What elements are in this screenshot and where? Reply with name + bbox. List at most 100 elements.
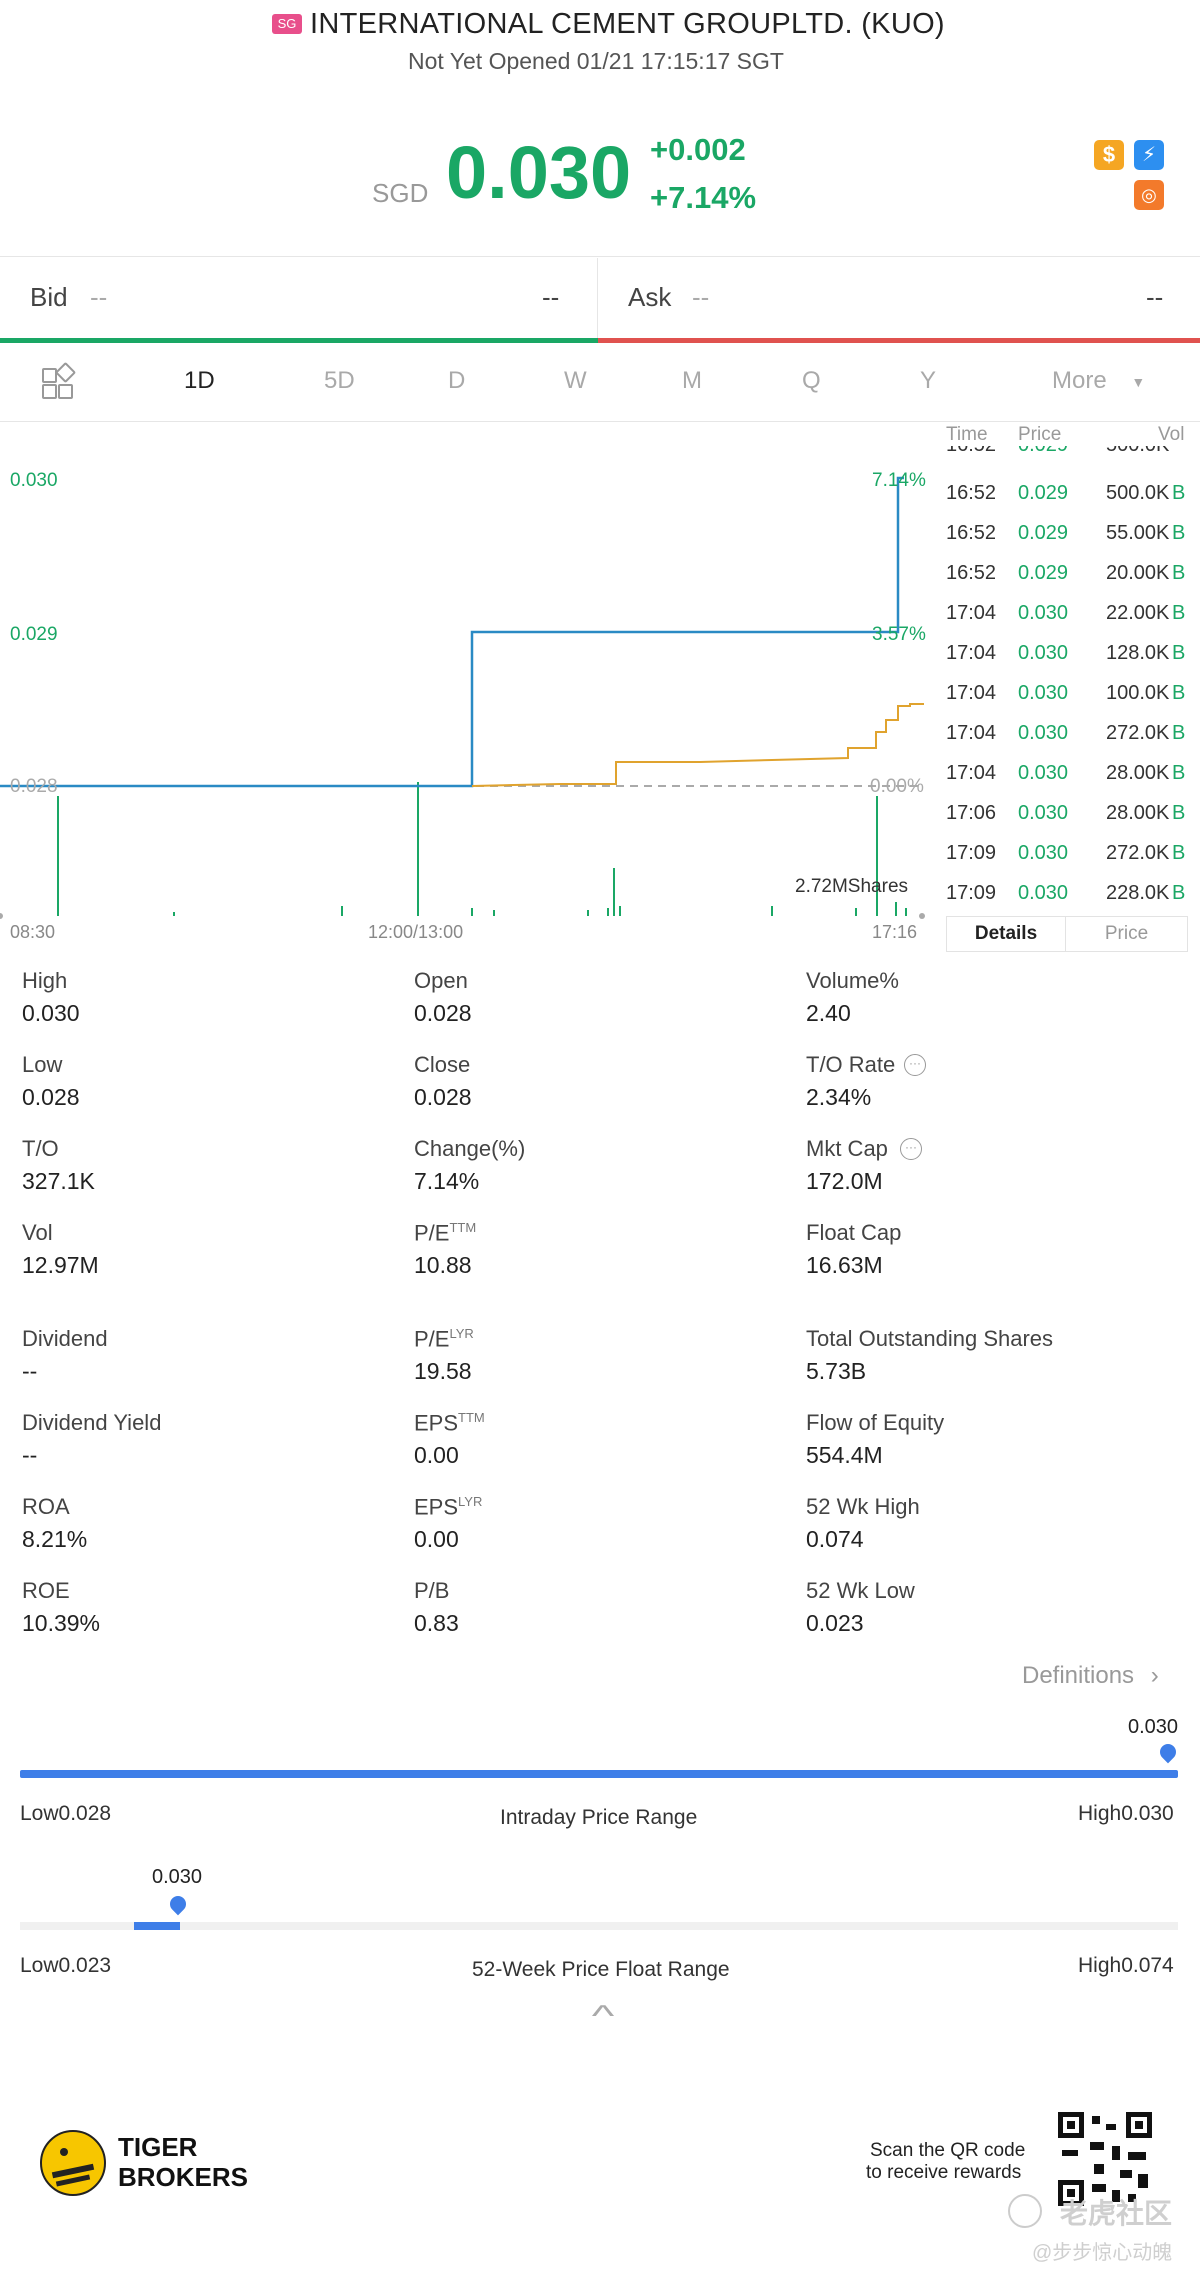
- week52-range-high: High0.074: [1078, 1954, 1174, 1977]
- week52-range-title: 52-Week Price Float Range: [472, 1958, 730, 1981]
- info-icon[interactable]: ···: [904, 1054, 926, 1076]
- stat-pe-ttm-name: P/E: [414, 1220, 450, 1246]
- chart-layout-icon[interactable]: [42, 361, 77, 399]
- tab-m[interactable]: M: [682, 367, 702, 394]
- tab-y[interactable]: Y: [920, 367, 937, 394]
- trade-time: 17:04: [946, 642, 997, 664]
- trade-flag: B: [1172, 642, 1186, 664]
- x-label-close: 17:16: [872, 922, 918, 942]
- trade-vol: 228.0K: [1106, 882, 1170, 904]
- table-row: 17:06 0.030 28.00K B: [946, 802, 1190, 842]
- intraday-range-title: Intraday Price Range: [500, 1806, 698, 1829]
- lightning-icon[interactable]: ⚡: [1134, 140, 1164, 170]
- stat-dividend-yield-label: Dividend Yield: [22, 1410, 162, 1435]
- trade-vol: 28.00K: [1106, 762, 1170, 784]
- chevron-up-icon[interactable]: ^: [591, 2000, 615, 2033]
- table-row: 17:09 0.030 228.0K B: [946, 882, 1190, 922]
- definitions-link[interactable]: Definitions ›: [1022, 1662, 1159, 1690]
- ask-label: Ask: [628, 282, 672, 312]
- stat-pb-label: P/B: [414, 1578, 450, 1603]
- trade-price: 0.030: [1018, 842, 1069, 864]
- trades-header-vol: Vol: [1158, 424, 1185, 445]
- trades-header-time: Time: [946, 424, 988, 445]
- trade-flag: B: [1172, 882, 1186, 904]
- trade-vol: 272.0K: [1106, 842, 1170, 864]
- trade-flag: B: [1172, 602, 1186, 624]
- intraday-range-track: [20, 1770, 1178, 1778]
- average-line: [471, 703, 924, 787]
- trade-price: 0.030: [1018, 762, 1069, 784]
- chart-swap-icon[interactable]: ◎: [1134, 180, 1164, 210]
- stat-flow-equity-value: 554.4M: [806, 1442, 883, 1468]
- stat-float-cap-label: Float Cap: [806, 1220, 902, 1245]
- trade-price: 0.030: [1018, 602, 1069, 624]
- info-icon[interactable]: ···: [900, 1138, 922, 1160]
- table-row: 17:04 0.030 28.00K B: [946, 762, 1190, 802]
- stat-pe-lyr-value: 19.58: [414, 1358, 472, 1384]
- trade-price: 0.030: [1018, 642, 1069, 664]
- stat-high-label: High: [22, 968, 68, 993]
- table-row: 17:09 0.030 272.0K B: [946, 842, 1190, 882]
- volume-label: 2.72MShares: [795, 876, 909, 897]
- tab-price[interactable]: Price: [1104, 923, 1149, 944]
- stat-vol-label: Vol: [22, 1220, 53, 1245]
- stat-52wk-high-value: 0.074: [806, 1526, 864, 1552]
- stat-eps-lyr-value: 0.00: [414, 1526, 459, 1552]
- x-label-lunch: 12:00/13:00: [368, 922, 464, 942]
- stat-eps-lyr-label: EPSLYR: [414, 1494, 482, 1520]
- bid-price: --: [542, 282, 560, 312]
- tab-details[interactable]: Details: [947, 917, 1066, 951]
- tab-5d[interactable]: 5D: [324, 367, 355, 394]
- trade-time: 16:52: [946, 562, 997, 584]
- trade-price: 0.029: [1018, 446, 1068, 457]
- stat-eps-lyr-name: EPS: [414, 1494, 459, 1520]
- tab-more[interactable]: More ▼: [1052, 367, 1145, 395]
- stat-high-value: 0.030: [22, 1000, 80, 1026]
- stat-52wk-low-value: 0.023: [806, 1610, 864, 1636]
- dollar-icon[interactable]: $: [1094, 140, 1124, 170]
- intraday-chart[interactable]: [0, 422, 940, 942]
- x-label-open: 08:30: [10, 922, 56, 942]
- trade-price: 0.030: [1018, 682, 1069, 704]
- intraday-range-marker-value: 0.030: [1128, 1716, 1179, 1738]
- stat-pb-value: 0.83: [414, 1610, 459, 1636]
- week52-range-marker-value: 0.030: [152, 1866, 203, 1888]
- stat-close-label: Close: [414, 1052, 471, 1077]
- bid-panel: Bid -- --: [0, 258, 597, 340]
- trade-flag: B: [1172, 762, 1186, 784]
- trade-vol: 55.00K: [1106, 522, 1170, 544]
- brand-line2: BROKERS: [118, 2162, 249, 2192]
- trade-time: 17:09: [946, 842, 997, 864]
- stat-total-shares-label: Total Outstanding Shares: [806, 1326, 1054, 1351]
- stat-flow-equity-label: Flow of Equity: [806, 1410, 945, 1435]
- trade-time: 16:52: [946, 446, 996, 457]
- stat-mkt-cap-value: 172.0M: [806, 1168, 883, 1194]
- tab-w[interactable]: W: [564, 367, 587, 394]
- trade-time: 17:04: [946, 602, 997, 624]
- tab-d[interactable]: D: [448, 367, 466, 394]
- stat-vol-value: 12.97M: [22, 1252, 99, 1278]
- tab-q[interactable]: Q: [802, 367, 821, 394]
- stat-open-label: Open: [414, 968, 468, 993]
- trade-price: 0.029: [1018, 522, 1069, 544]
- tab-1d[interactable]: 1D: [184, 367, 215, 394]
- table-row: 17:04 0.030 128.0K B: [946, 642, 1190, 682]
- trade-flag: B: [1172, 482, 1186, 504]
- trades-header-price: Price: [1018, 424, 1062, 445]
- qr-caption-1: Scan the QR code: [870, 2140, 1026, 2161]
- trade-time: 16:52: [946, 522, 997, 544]
- stat-eps-lyr-sup: LYR: [458, 1494, 483, 1509]
- qr-caption-2: to receive rewards: [866, 2162, 1022, 2183]
- week52-range-fill: [134, 1922, 180, 1930]
- last-price: 0.030: [446, 131, 632, 214]
- trade-flag: B: [1172, 562, 1186, 584]
- ask-panel: Ask -- --: [598, 258, 1200, 340]
- stat-52wk-high-label: 52 Wk High: [806, 1494, 920, 1519]
- trade-time: 16:52: [946, 482, 997, 504]
- y-label-low: 0.028: [10, 776, 58, 797]
- brand-line1: TIGER: [118, 2132, 198, 2162]
- trade-vol: 20.00K: [1106, 562, 1170, 584]
- stat-change-label: Change(%): [414, 1136, 526, 1161]
- stat-roa-label: ROA: [22, 1494, 70, 1519]
- stat-open-value: 0.028: [414, 1000, 472, 1026]
